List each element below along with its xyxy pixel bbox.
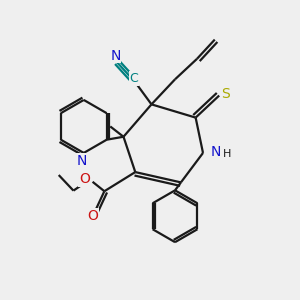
Text: O: O xyxy=(87,209,98,223)
Text: N: N xyxy=(110,49,121,63)
Text: N: N xyxy=(77,154,88,168)
Text: N: N xyxy=(211,145,221,159)
Text: C: C xyxy=(129,72,138,85)
Text: S: S xyxy=(221,87,230,101)
Text: H: H xyxy=(223,149,231,159)
Text: O: O xyxy=(79,172,90,186)
